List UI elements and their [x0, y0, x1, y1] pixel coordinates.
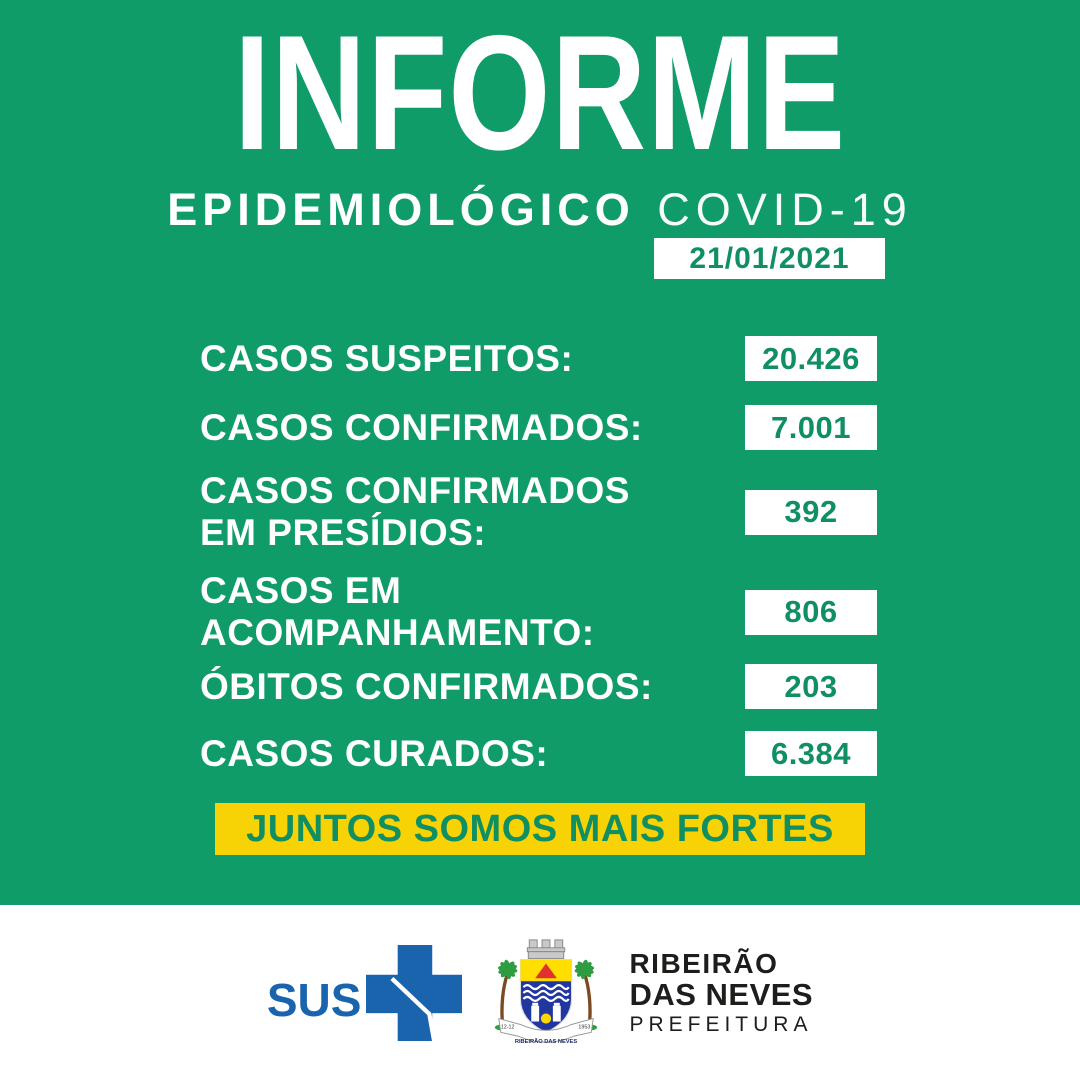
org-name-prefeitura: PREFEITURA: [629, 1012, 813, 1036]
crest-right-date: 1953: [579, 1024, 591, 1030]
slogan-banner: JUNTOS SOMOS MAIS FORTES: [215, 803, 865, 855]
stat-label-line: ÓBITOS CONFIRMADOS:: [200, 665, 653, 707]
stat-label-line: ACOMPANHAMENTO:: [200, 612, 595, 653]
stat-label: CASOS SUSPEITOS:: [200, 338, 573, 380]
page-title: INFORME: [233, 1, 847, 184]
subtitle-covid19: COVID-19: [657, 184, 913, 235]
stat-row: ÓBITOS CONFIRMADOS: 203: [200, 664, 877, 709]
stat-label: CASOS CONFIRMADOS:: [200, 407, 643, 449]
stat-label-line: CASOS CONFIRMADOS:: [200, 406, 643, 448]
stat-value-box: 6.384: [745, 731, 877, 776]
sus-logo: SUS: [266, 944, 464, 1041]
stat-row: CASOS CURADOS: 6.384: [200, 731, 877, 776]
stat-value-box: 203: [745, 664, 877, 709]
stat-row: CASOS CONFIRMADOS EM PRESÍDIOS: 392: [200, 470, 877, 554]
stat-label-line: CASOS SUSPEITOS:: [200, 337, 574, 379]
stat-label: ÓBITOS CONFIRMADOS:: [200, 666, 653, 708]
org-text: RIBEIRÃO DAS NEVES PREFEITURA: [629, 949, 813, 1035]
footer: SUS: [0, 905, 1080, 1080]
stat-label-line: CASOS CONFIRMADOS: [200, 470, 630, 511]
subtitle-epidemiologico: EPIDEMIOLÓGICO: [167, 184, 635, 235]
subtitle: EPIDEMIOLÓGICO COVID-19: [0, 184, 1080, 236]
stats-list: CASOS SUSPEITOS: 20.426 CASOS CONFIRMADOS:…: [200, 336, 877, 776]
stat-label-line: CASOS EM: [200, 570, 402, 611]
sus-cross-icon: [366, 944, 463, 1041]
org-name-das-neves: DAS NEVES: [629, 976, 814, 1012]
stat-label: CASOS CONFIRMADOS EM PRESÍDIOS:: [200, 470, 630, 554]
stat-row: CASOS EM ACOMPANHAMENTO: 806: [200, 570, 877, 654]
crest-ribbon-text: RIBEIRÃO DAS NEVES: [515, 1038, 577, 1045]
stat-label-line: CASOS CURADOS:: [200, 732, 549, 774]
stat-value-box: 20.426: [745, 336, 877, 381]
stat-row: CASOS CONFIRMADOS: 7.001: [200, 405, 877, 450]
org-name-ribeirao: RIBEIRÃO: [629, 948, 779, 980]
stat-label: CASOS EM ACOMPANHAMENTO:: [200, 570, 595, 654]
stat-label-line: EM PRESÍDIOS:: [200, 512, 487, 553]
city-crest-icon: 12-12 1953 RIBEIRÃO DAS NEVES: [495, 938, 598, 1045]
stat-row: CASOS SUSPEITOS: 20.426: [200, 336, 877, 381]
stat-value-box: 806: [745, 589, 877, 635]
stat-value-box: 392: [745, 489, 877, 535]
stat-value-box: 7.001: [745, 405, 877, 450]
epidemiology-card: INFORME EPIDEMIOLÓGICO COVID-19 21/01/20…: [0, 0, 1080, 905]
stat-label: CASOS CURADOS:: [200, 733, 548, 775]
sus-wordmark: SUS: [266, 973, 362, 1026]
crest-left-date: 12-12: [501, 1024, 515, 1030]
report-date-badge: 21/01/2021: [654, 238, 885, 279]
